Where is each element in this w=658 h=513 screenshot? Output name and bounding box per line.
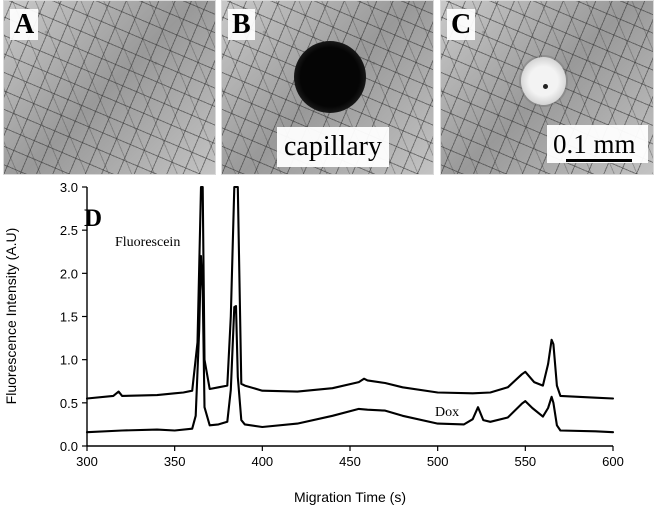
y-tick-label: 1.5 bbox=[60, 310, 78, 325]
x-tick-label: 500 bbox=[427, 454, 449, 469]
capillary-spot bbox=[294, 41, 366, 113]
panel-label-b: B bbox=[228, 9, 255, 40]
x-tick-label: 450 bbox=[339, 454, 361, 469]
center-dot bbox=[543, 84, 548, 89]
micrograph-panel-a: A bbox=[3, 0, 216, 175]
series bbox=[85, 185, 615, 434]
y-tick-label: 2.0 bbox=[60, 266, 78, 281]
scale-label: 0.1 mm bbox=[553, 129, 636, 159]
panel-label-d: D bbox=[84, 205, 102, 232]
upper-electropherogram-line bbox=[85, 185, 615, 400]
y-tick-label: 0.0 bbox=[60, 439, 78, 454]
micrograph-panel-b: B capillary bbox=[221, 0, 434, 175]
scale-bar bbox=[566, 159, 632, 162]
panel-label-c: C bbox=[447, 9, 476, 40]
y-axis-title: Fluorescence Intensity (A.U) bbox=[3, 228, 19, 405]
dox-annotation: Dox bbox=[435, 405, 459, 420]
fluorescence-chart: 300 350 400 450 500 550 600 0.0 0.5 1.0 1.5 2.0 2.5… bbox=[3, 180, 624, 505]
y-tick-label: 2.5 bbox=[60, 223, 78, 238]
y-tick-label: 0.5 bbox=[60, 396, 78, 411]
x-tick-label: 600 bbox=[602, 454, 624, 469]
axes: 300 350 400 450 500 550 600 0.0 0.5 1.0 1.5 2.0 2.5… bbox=[60, 180, 624, 469]
scale-label-background bbox=[547, 125, 648, 163]
x-tick-label: 300 bbox=[76, 454, 98, 469]
fluorescein-annotation: Fluorescein bbox=[115, 235, 180, 250]
capillary-label: capillary bbox=[277, 127, 389, 167]
lower-electropherogram-line bbox=[85, 255, 615, 434]
x-tick-label: 350 bbox=[164, 454, 186, 469]
panel-label-a: A bbox=[10, 9, 39, 40]
y-tick-label: 3.0 bbox=[60, 180, 78, 195]
x-axis-title: Migration Time (s) bbox=[294, 489, 406, 505]
y-tick-label: 1.0 bbox=[60, 353, 78, 368]
x-tick-label: 550 bbox=[514, 454, 536, 469]
x-ticks: 300 350 400 450 500 550 600 bbox=[76, 446, 624, 469]
y-ticks: 0.0 0.5 1.0 1.5 2.0 2.5 3.0 bbox=[60, 180, 87, 454]
light-spot bbox=[521, 57, 566, 105]
x-tick-label: 400 bbox=[251, 454, 273, 469]
micrograph-panel-c: C 0.1 mm bbox=[440, 0, 654, 175]
